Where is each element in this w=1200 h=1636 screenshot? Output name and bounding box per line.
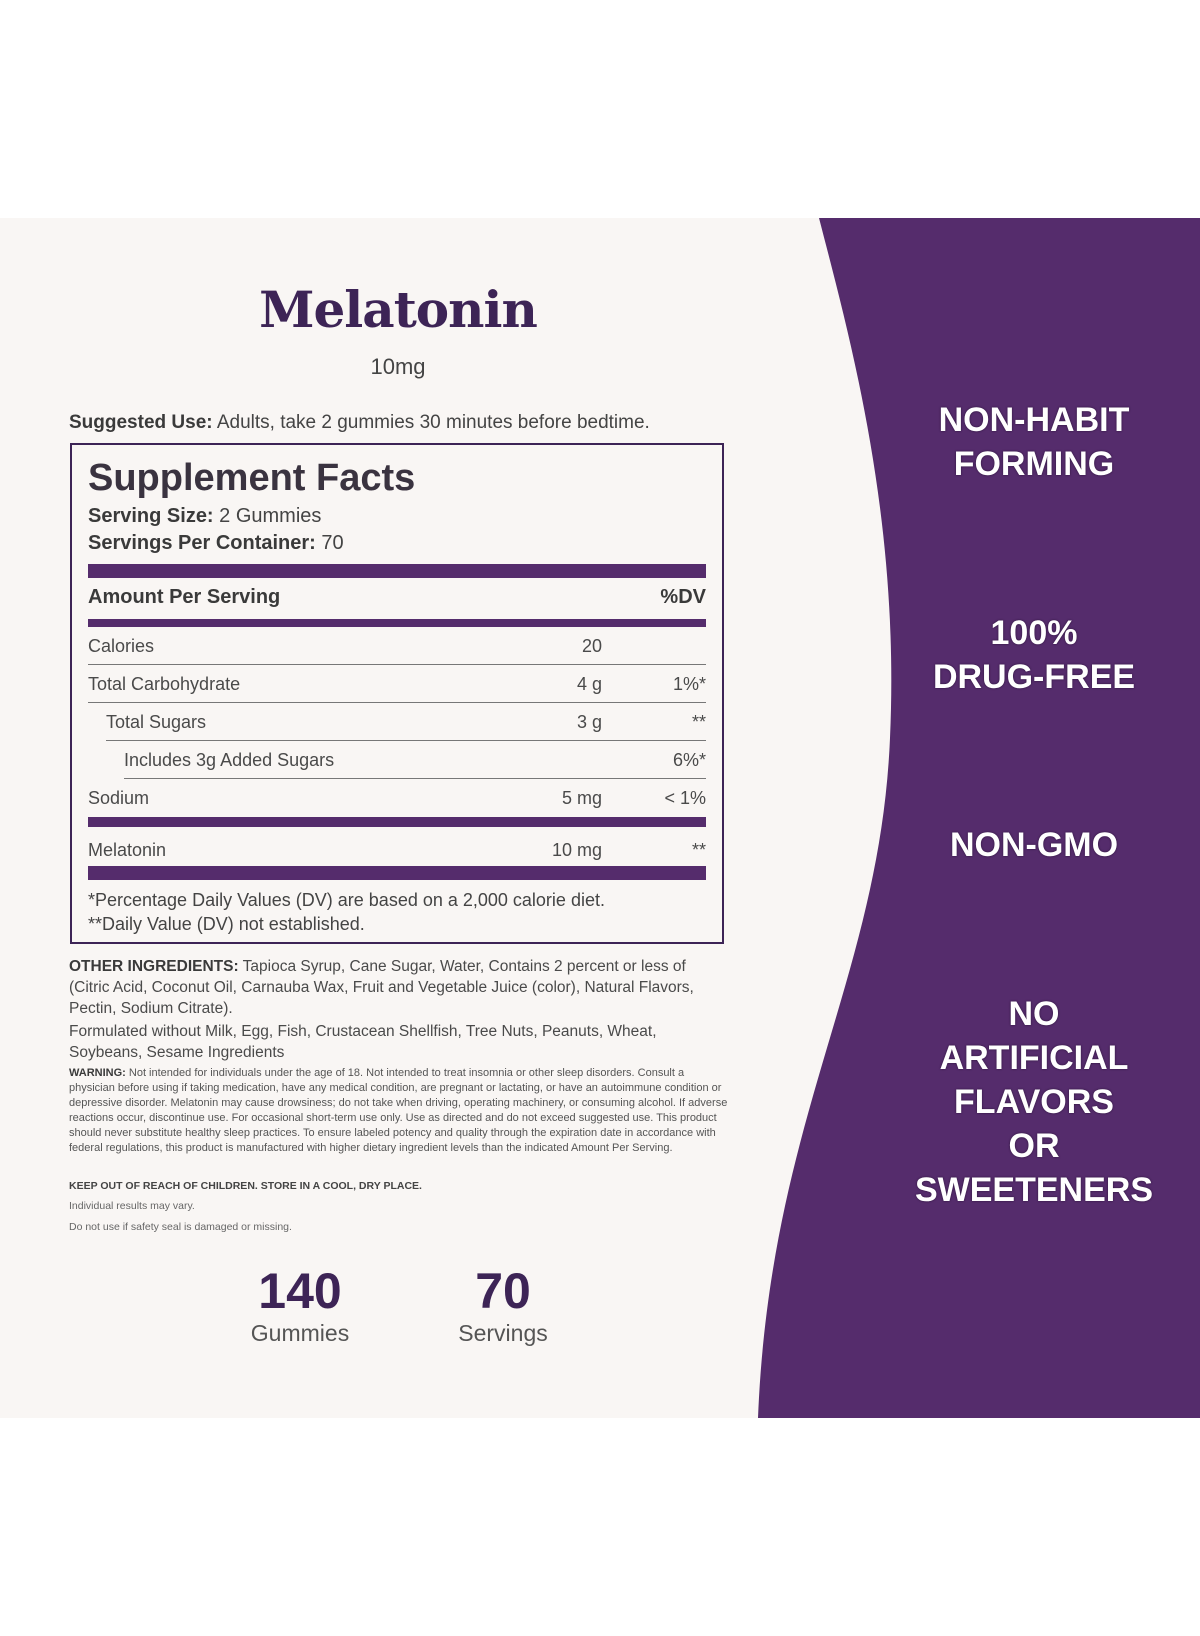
divider-thick	[88, 564, 706, 578]
warning-text: Not intended for individuals under the a…	[69, 1067, 728, 1154]
individual-results: Individual results may vary.	[69, 1200, 195, 1212]
stat-gummies: 140 Gummies	[200, 1262, 400, 1347]
stat-number: 70	[475, 1263, 531, 1319]
nutrient-row: Total Carbohydrate 4 g 1%*	[88, 665, 706, 703]
nutrient-row: Total Sugars 3 g **	[106, 703, 706, 741]
claim-drug-free: 100% DRUG-FREE	[884, 611, 1184, 699]
other-ingredients-text: Tapioca Syrup, Cane Sugar, Water, Contai…	[69, 958, 694, 1017]
claim-line: NON-GMO	[949, 826, 1119, 864]
product-dose: 10mg	[370, 354, 426, 379]
claim-line: NON-HABIT	[938, 401, 1130, 439]
stat-number: 140	[258, 1263, 342, 1319]
serving-size: Serving Size: 2 Gummies	[88, 505, 321, 528]
nutrient-row: Includes 3g Added Sugars 6%*	[124, 741, 706, 779]
claim-line: 100%	[990, 614, 1078, 652]
nutrient-amount: 5 mg	[561, 788, 602, 808]
nutrient-dv: < 1%	[664, 788, 706, 808]
nutrient-amount: 4 g	[576, 674, 602, 694]
active-dv: **	[691, 840, 706, 860]
product-title: Melatonin	[259, 280, 538, 339]
header-dv: %DV	[660, 586, 706, 608]
claim-line: SWEETENERS	[914, 1171, 1154, 1209]
servings-per-container: Servings Per Container: 70	[88, 532, 344, 555]
active-name: Melatonin	[88, 840, 167, 860]
header-amount: Amount Per Serving	[88, 586, 281, 608]
allergen-statement: Formulated without Milk, Egg, Fish, Crus…	[69, 1023, 657, 1061]
supplement-facts-panel: Supplement Facts Serving Size: 2 Gummies…	[70, 443, 724, 944]
footnote-dv: *Percentage Daily Values (DV) are based …	[88, 890, 605, 910]
nutrient-dv: 1%*	[672, 674, 706, 694]
suggested-use-label: Suggested Use:	[69, 412, 213, 433]
active-ingredient-row: Melatonin 10 mg **	[88, 828, 706, 870]
warning-label: WARNING:	[69, 1067, 126, 1079]
claim-line: FORMING	[953, 445, 1115, 483]
divider-medium	[88, 619, 706, 627]
nutrient-dv: 6%*	[672, 750, 706, 770]
keep-out-notice: KEEP OUT OF REACH OF CHILDREN. STORE IN …	[69, 1180, 422, 1192]
nutrient-name: Total Sugars	[106, 712, 207, 732]
nutrient-amount: 3 g	[576, 712, 602, 732]
claim-line: NO	[1008, 995, 1060, 1033]
warning: WARNING: Not intended for individuals un…	[69, 1066, 729, 1156]
other-ingredients-label: OTHER INGREDIENTS:	[69, 958, 239, 975]
nutrient-amount: 20	[581, 636, 602, 656]
claim-non-habit-forming: NON-HABIT FORMING	[884, 398, 1184, 486]
suggested-use: Suggested Use: Adults, take 2 gummies 30…	[69, 412, 650, 434]
serving-size-value: 2 Gummies	[213, 505, 322, 527]
nutrient-name: Includes 3g Added Sugars	[124, 750, 335, 770]
purple-claims-panel	[758, 218, 1200, 1418]
suggested-use-text: Adults, take 2 gummies 30 minutes before…	[212, 412, 650, 433]
stat-label: Servings	[458, 1320, 548, 1346]
supplement-facts-title: Supplement Facts	[88, 457, 416, 499]
nutrient-row: Sodium 5 mg < 1%	[88, 779, 706, 816]
nutrient-name: Sodium	[88, 788, 150, 808]
seal-notice: Do not use if safety seal is damaged or …	[69, 1221, 292, 1233]
stat-servings: 70 Servings	[403, 1262, 603, 1347]
nutrient-name: Total Carbohydrate	[88, 674, 241, 694]
servings-label: Servings Per Container:	[88, 532, 316, 554]
stat-label: Gummies	[250, 1320, 350, 1346]
claim-line: OR	[1008, 1127, 1060, 1165]
claim-no-artificial: NO ARTIFICIAL FLAVORS OR SWEETENERS	[884, 992, 1184, 1212]
divider-thick	[88, 866, 706, 880]
active-amount: 10 mg	[551, 840, 602, 860]
servings-value: 70	[315, 532, 344, 554]
claim-line: FLAVORS	[954, 1083, 1114, 1121]
serving-size-label: Serving Size:	[88, 505, 214, 527]
claim-line: ARTIFICIAL	[939, 1039, 1129, 1077]
divider-thick	[88, 817, 706, 827]
nutrient-row: Calories 20	[88, 627, 706, 665]
nutrient-name: Calories	[88, 636, 155, 656]
nutrient-dv: **	[691, 712, 706, 732]
claim-non-gmo: NON-GMO	[884, 823, 1184, 867]
footnote-not-established: **Daily Value (DV) not established.	[88, 914, 365, 934]
other-ingredients: OTHER INGREDIENTS: Tapioca Syrup, Cane S…	[69, 956, 729, 1019]
claim-line: DRUG-FREE	[932, 658, 1136, 696]
